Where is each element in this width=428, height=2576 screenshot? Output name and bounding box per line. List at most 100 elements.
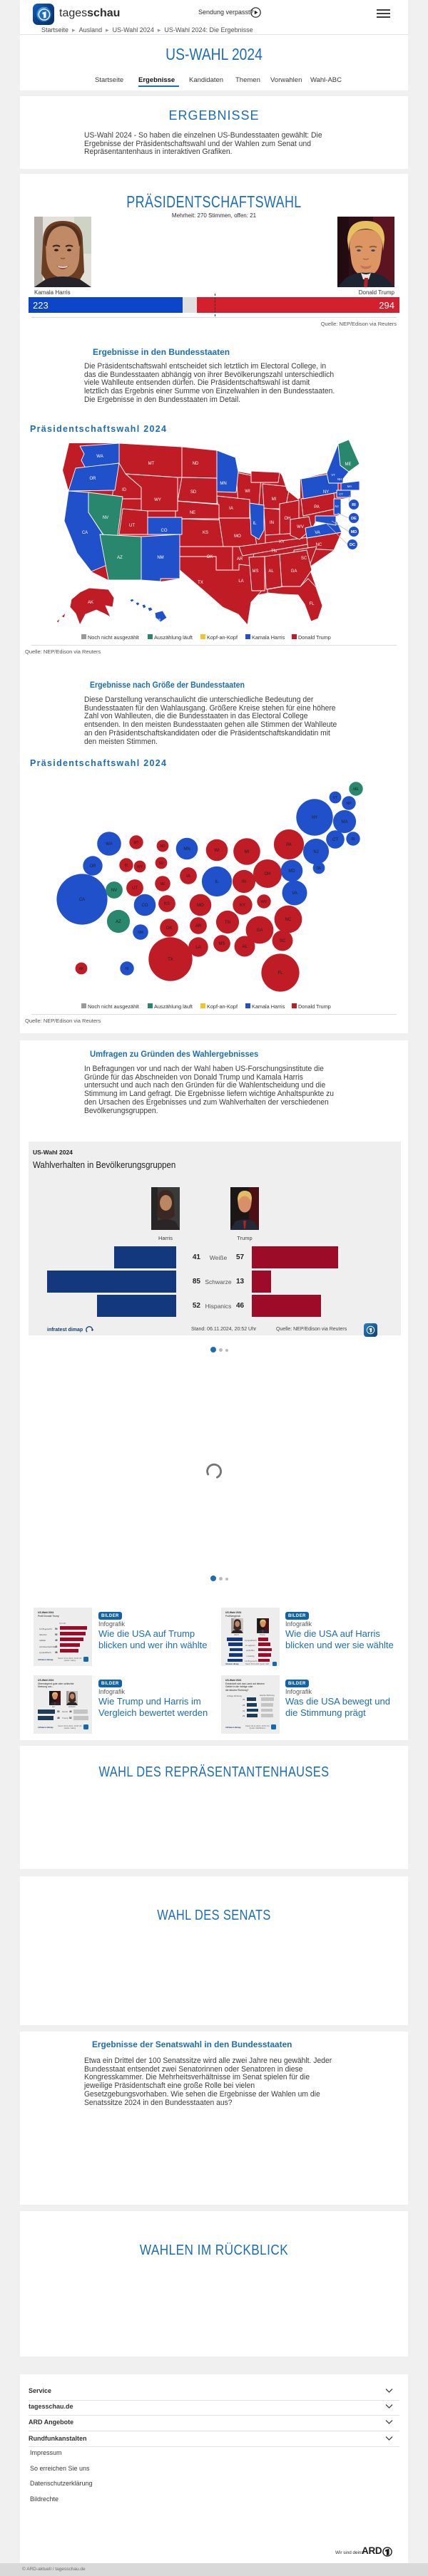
svg-text:SC: SC	[280, 939, 286, 943]
svg-text:SD: SD	[190, 490, 197, 495]
svg-text:MN: MN	[183, 847, 190, 852]
svg-text:NJ: NJ	[313, 850, 318, 854]
svg-text:CO: CO	[142, 904, 148, 908]
svg-text:WA: WA	[96, 455, 103, 459]
svg-text:NM: NM	[157, 556, 163, 560]
svg-text:SC: SC	[301, 557, 307, 561]
svg-text:TN: TN	[225, 921, 230, 925]
svg-text:CA: CA	[82, 531, 88, 535]
svg-text:FL: FL	[277, 971, 283, 976]
svg-text:GA: GA	[291, 569, 297, 574]
svg-text:VA: VA	[315, 531, 320, 535]
svg-text:ID: ID	[122, 488, 127, 492]
svg-text:AZ: AZ	[117, 556, 123, 560]
svg-text:KS: KS	[164, 902, 170, 906]
svg-text:AZ: AZ	[116, 920, 121, 924]
svg-text:RI: RI	[352, 837, 355, 842]
svg-text:OR: OR	[90, 864, 97, 869]
svg-text:NV: NV	[111, 889, 117, 893]
svg-text:LA: LA	[238, 579, 243, 584]
svg-text:SD: SD	[159, 862, 164, 866]
svg-text:NC: NC	[316, 543, 322, 547]
svg-text:DC: DC	[350, 543, 355, 547]
svg-text:WY: WY	[154, 498, 161, 502]
svg-text:ME: ME	[353, 787, 359, 792]
svg-text:WA: WA	[106, 842, 112, 847]
svg-text:OK: OK	[207, 555, 213, 559]
svg-text:TX: TX	[198, 581, 203, 585]
svg-text:TN: TN	[271, 549, 277, 554]
svg-text:MA: MA	[347, 485, 352, 488]
svg-text:MT: MT	[148, 462, 155, 466]
svg-text:DE: DE	[351, 517, 357, 521]
svg-text:AL: AL	[242, 945, 248, 949]
svg-text:MS: MS	[219, 942, 225, 946]
svg-text:ME: ME	[345, 462, 352, 467]
svg-text:FL: FL	[309, 602, 315, 606]
svg-text:MI: MI	[245, 850, 250, 854]
svg-text:MA: MA	[342, 820, 348, 824]
svg-text:AK: AK	[88, 601, 93, 605]
svg-text:WI: WI	[245, 490, 250, 494]
svg-text:TX: TX	[168, 958, 173, 962]
svg-text:LA: LA	[195, 946, 200, 950]
svg-text:AR: AR	[195, 924, 202, 929]
svg-text:KS: KS	[203, 531, 208, 535]
svg-text:OH: OH	[265, 872, 271, 876]
svg-text:WI: WI	[214, 849, 220, 853]
svg-text:NV: NV	[103, 516, 108, 520]
svg-text:NY: NY	[312, 816, 317, 820]
svg-text:UT: UT	[129, 524, 135, 528]
svg-text:NH: NH	[337, 477, 342, 481]
svg-text:MI: MI	[272, 497, 277, 502]
svg-text:AL: AL	[268, 569, 274, 574]
svg-text:MD: MD	[351, 530, 357, 534]
svg-text:PA: PA	[314, 505, 320, 509]
svg-text:AR: AR	[237, 557, 243, 562]
svg-text:DE: DE	[317, 867, 322, 871]
svg-text:VT: VT	[331, 473, 335, 477]
svg-text:CA: CA	[79, 898, 85, 902]
svg-text:VT: VT	[333, 796, 337, 800]
svg-text:IN: IN	[242, 880, 246, 884]
svg-text:MD: MD	[288, 869, 295, 874]
svg-text:WV: WV	[261, 900, 268, 904]
svg-text:HI: HI	[158, 618, 160, 621]
svg-text:MO: MO	[197, 904, 204, 908]
svg-text:NC: NC	[285, 918, 292, 922]
svg-text:VA: VA	[292, 891, 297, 896]
svg-text:IA: IA	[229, 507, 233, 511]
svg-text:WY: WY	[137, 865, 143, 869]
svg-text:IL: IL	[215, 880, 219, 884]
svg-text:ND: ND	[160, 844, 165, 849]
svg-text:WV: WV	[297, 525, 304, 529]
svg-text:AK: AK	[79, 967, 84, 971]
svg-text:ND: ND	[193, 462, 199, 466]
svg-text:NJ: NJ	[335, 505, 338, 508]
svg-text:MO: MO	[234, 534, 241, 539]
svg-text:IN: IN	[270, 521, 274, 525]
svg-text:MT: MT	[133, 841, 138, 845]
svg-text:PA: PA	[286, 843, 292, 847]
svg-text:NY: NY	[323, 490, 329, 495]
svg-text:OH: OH	[285, 517, 291, 521]
svg-text:HI: HI	[126, 967, 129, 971]
svg-text:IL: IL	[253, 522, 257, 526]
svg-text:MN: MN	[220, 482, 226, 486]
svg-text:OR: OR	[90, 477, 97, 481]
svg-text:NE: NE	[160, 882, 166, 886]
svg-text:CT: CT	[332, 838, 338, 842]
svg-text:OK: OK	[166, 926, 173, 931]
svg-text:NH: NH	[346, 802, 352, 806]
svg-text:KY: KY	[279, 540, 285, 544]
svg-text:IA: IA	[186, 874, 190, 879]
svg-text:ID: ID	[125, 864, 128, 868]
svg-text:GA: GA	[257, 929, 263, 933]
svg-text:NE: NE	[190, 511, 195, 515]
svg-text:CT: CT	[339, 492, 343, 496]
svg-text:NM: NM	[138, 931, 143, 935]
svg-text:MS: MS	[253, 569, 259, 574]
svg-text:RI: RI	[352, 503, 356, 507]
svg-text:UT: UT	[132, 886, 138, 891]
svg-text:KY: KY	[240, 904, 245, 908]
